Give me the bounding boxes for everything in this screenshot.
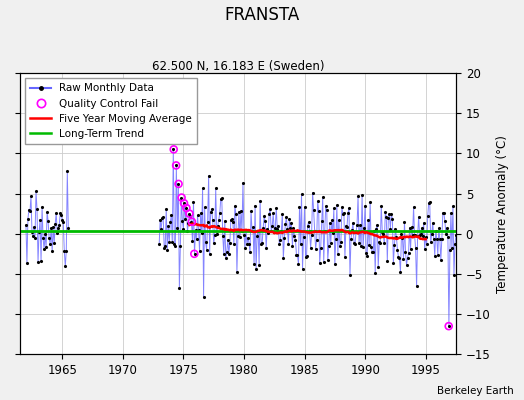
- Point: [178, 194, 186, 201]
- Point: [444, 323, 453, 329]
- Text: Berkeley Earth: Berkeley Earth: [437, 386, 514, 396]
- Point: [182, 205, 191, 211]
- Text: FRANSTA: FRANSTA: [224, 6, 300, 24]
- Point: [185, 210, 194, 217]
- Point: [188, 218, 196, 225]
- Y-axis label: Temperature Anomaly (°C): Temperature Anomaly (°C): [496, 135, 509, 292]
- Legend: Raw Monthly Data, Quality Control Fail, Five Year Moving Average, Long-Term Tren: Raw Monthly Data, Quality Control Fail, …: [25, 78, 198, 144]
- Point: [180, 200, 188, 206]
- Point: [174, 181, 183, 187]
- Point: [172, 162, 180, 169]
- Point: [190, 251, 199, 257]
- Title: 62.500 N, 16.183 E (Sweden): 62.500 N, 16.183 E (Sweden): [151, 60, 324, 73]
- Point: [170, 146, 178, 152]
